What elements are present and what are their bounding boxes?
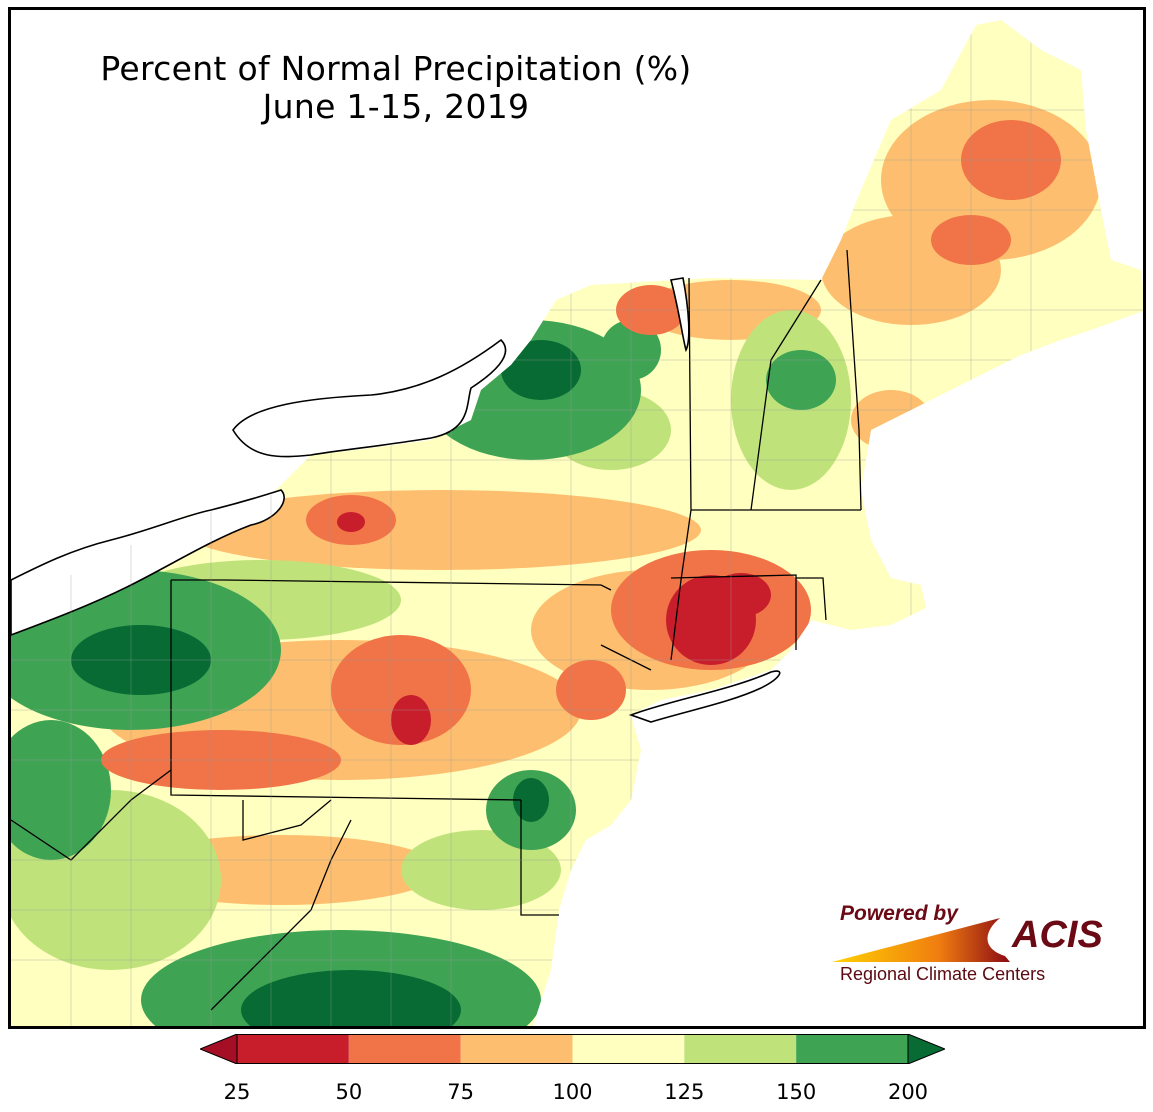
colorbar-bin bbox=[572, 1034, 685, 1064]
colorbar-arrow-high bbox=[907, 1034, 945, 1064]
swoosh-icon bbox=[832, 918, 1010, 962]
acis-logo: Powered by ACIS Regional Climate Centers bbox=[830, 902, 1110, 992]
colorbar-arrow-low bbox=[200, 1034, 238, 1064]
title-line-1: Percent of Normal Precipitation (%) bbox=[100, 49, 692, 88]
colorbar-tick-label: 75 bbox=[447, 1080, 475, 1104]
precipitation-map bbox=[11, 20, 1143, 1026]
colorbar-tick-label: 25 bbox=[223, 1080, 251, 1104]
colorbar-bin bbox=[684, 1034, 797, 1064]
colorbar-tick-label: 50 bbox=[335, 1080, 363, 1104]
colorbar-bin bbox=[237, 1034, 349, 1064]
colorbar-bin bbox=[796, 1034, 908, 1064]
colorbar-tick-label: 150 bbox=[776, 1080, 817, 1104]
acis-powered-by: Powered by bbox=[840, 902, 958, 925]
title-line-2: June 1-15, 2019 bbox=[262, 87, 530, 126]
colorbar-tick-label: 200 bbox=[887, 1080, 929, 1104]
colorbar bbox=[200, 1034, 945, 1064]
colorbar-tick-label: 100 bbox=[552, 1080, 593, 1104]
map-title: Percent of Normal Precipitation (%) June… bbox=[66, 50, 726, 126]
map-frame: Percent of Normal Precipitation (%) June… bbox=[8, 7, 1146, 1029]
acis-subtitle: Regional Climate Centers bbox=[840, 964, 1046, 984]
colorbar-bin bbox=[348, 1034, 461, 1064]
acis-name: ACIS bbox=[1012, 914, 1103, 956]
colorbar-bin bbox=[460, 1034, 573, 1064]
colorbar-tick-label: 125 bbox=[664, 1080, 705, 1104]
lake-and-coast bbox=[11, 277, 781, 723]
